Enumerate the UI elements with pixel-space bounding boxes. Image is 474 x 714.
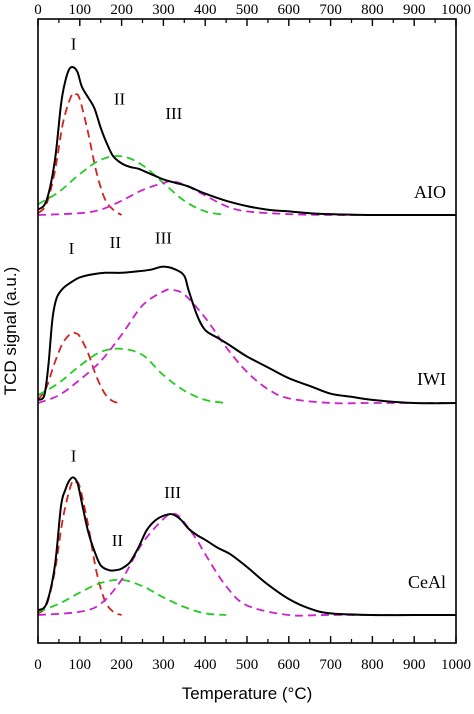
top-tick-label-700: 700	[319, 2, 342, 18]
top-tick-label-800: 800	[361, 2, 384, 18]
bottom-tick-label-300: 300	[152, 657, 175, 673]
peak-label-i-ceal: I	[71, 446, 77, 465]
bottom-axis: 0 100 200 300 400 500 600 700 800 900 1000	[34, 636, 471, 673]
top-tick-label-1000: 1000	[441, 2, 471, 18]
peak-label-i-aio: I	[71, 34, 77, 53]
bottom-tick-label-600: 600	[278, 657, 301, 673]
top-axis: 0 100 200 300 400 500 600 700 800 900 1000	[34, 2, 471, 26]
sample-label-ceal: CeAl	[408, 572, 446, 592]
bottom-tick-label-200: 200	[110, 657, 133, 673]
bottom-tick-label-400: 400	[194, 657, 217, 673]
peak-label-iii-ceal: III	[164, 483, 181, 502]
series-peak-iii-ceal	[37, 513, 456, 617]
series-peak-i-aio	[37, 91, 123, 216]
plot-frame	[37, 18, 457, 644]
peak-label-ii-iwi: II	[110, 233, 122, 252]
bottom-tick-label-100: 100	[69, 657, 92, 673]
x-axis-title: Temperature (°C)	[182, 684, 313, 703]
top-tick-label-400: 400	[194, 2, 217, 18]
peak-label-ii-aio: II	[114, 90, 126, 109]
series-experimental-ceal	[37, 476, 456, 617]
peak-label-ii-ceal: II	[112, 531, 124, 550]
series-peak-ii-aio	[37, 155, 227, 216]
bottom-tick-label-800: 800	[361, 657, 384, 673]
series-peak-ii-iwi	[37, 347, 227, 404]
top-tick-label-900: 900	[403, 2, 426, 18]
series-peak-i-iwi	[37, 331, 122, 404]
top-tick-label-300: 300	[152, 2, 175, 18]
series-peak-ii-ceal	[37, 578, 227, 616]
top-tick-label-100: 100	[69, 2, 92, 18]
top-tick-label-600: 600	[278, 2, 301, 18]
peak-label-i-iwi: I	[69, 239, 75, 258]
bottom-tick-label-0: 0	[34, 657, 42, 673]
bottom-tick-label-700: 700	[319, 657, 342, 673]
bottom-tick-label-900: 900	[403, 657, 426, 673]
top-tick-label-200: 200	[110, 2, 133, 18]
top-tick-label-500: 500	[236, 2, 259, 18]
bottom-tick-label-500: 500	[236, 657, 259, 673]
sample-label-iwi: IWI	[417, 369, 446, 389]
series-experimental-aio	[37, 65, 456, 217]
peak-label-iii-aio: III	[165, 104, 182, 123]
bottom-tick-label-1000: 1000	[441, 657, 471, 673]
sample-label-aio: AIO	[414, 182, 446, 202]
series-peak-iii-iwi	[37, 288, 456, 405]
series-experimental-iwi	[37, 265, 457, 405]
series-peak-i-ceal	[37, 479, 122, 616]
y-axis-title: TCD signal (a.u.)	[1, 267, 20, 395]
peak-label-iii-iwi: III	[155, 228, 172, 247]
top-tick-label-0: 0	[34, 2, 42, 18]
